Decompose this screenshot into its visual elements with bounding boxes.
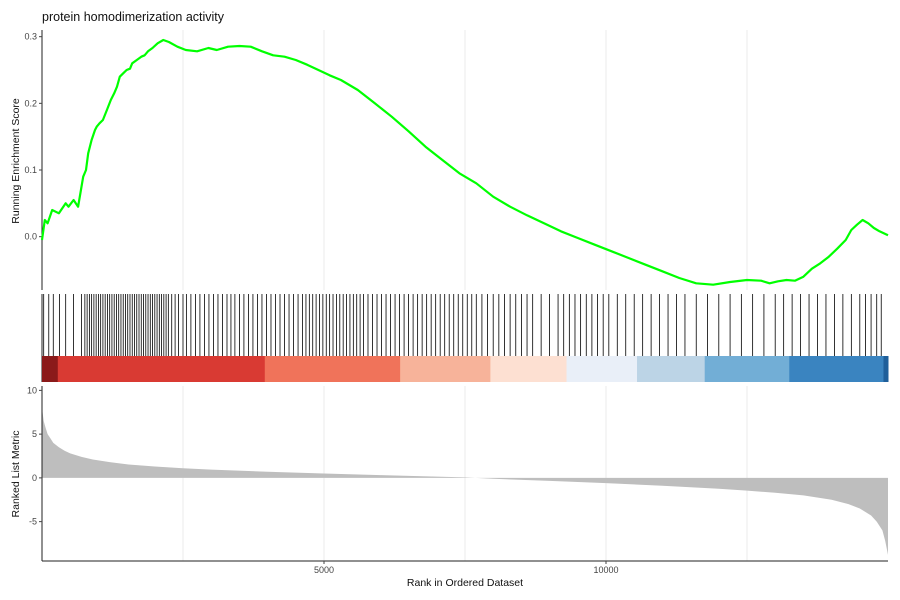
color-band-segment [883,356,889,382]
running-score-panel: 0.0 0.1 0.2 0.3 Running Enrichment Score [10,30,889,290]
ranked-metric-area [42,407,888,555]
running-score-y-ticks: 0.0 0.1 0.2 0.3 [24,32,42,242]
color-band-segment [490,356,568,382]
chart-title: protein homodimerization activity [42,10,225,24]
color-band-segment [789,356,884,382]
x-tick-label: 5000 [314,565,334,575]
running-score-y-title: Running Enrichment Score [10,98,22,224]
color-band-segment [400,356,491,382]
color-band-segment [637,356,706,382]
y-tick-label: 5 [32,429,37,439]
running-score-line [40,38,889,286]
x-tick-label: 10000 [593,565,618,575]
y-tick-label: 0.1 [24,165,37,175]
y-tick-label: 0 [32,473,37,483]
y-tick-label: 0.3 [24,32,37,42]
running-score-grid [182,30,748,290]
y-tick-label: 0.2 [24,98,37,108]
ranked-metric-panel: 10 5 0 -5 5000 10000 Ranked List Metric Rank… [10,385,888,589]
ranked-metric-y-title: Ranked List Metric [10,431,22,518]
y-tick-label: 0.0 [24,232,37,242]
y-tick-label: 10 [27,385,37,395]
color-band-segment [57,356,266,382]
hit-ticks-panel [41,294,889,382]
color-band-segment [566,356,638,382]
y-tick-label: -5 [29,517,37,527]
x-ticks: 5000 10000 [314,561,619,575]
color-band-segment [704,356,790,382]
rank-color-band [42,356,889,382]
color-band-segment [42,356,59,382]
x-axis-title: Rank in Ordered Dataset [407,577,523,589]
color-band-segment [264,356,401,382]
ranked-metric-y-ticks: 10 5 0 -5 [27,385,42,527]
hit-ticks [43,294,882,356]
